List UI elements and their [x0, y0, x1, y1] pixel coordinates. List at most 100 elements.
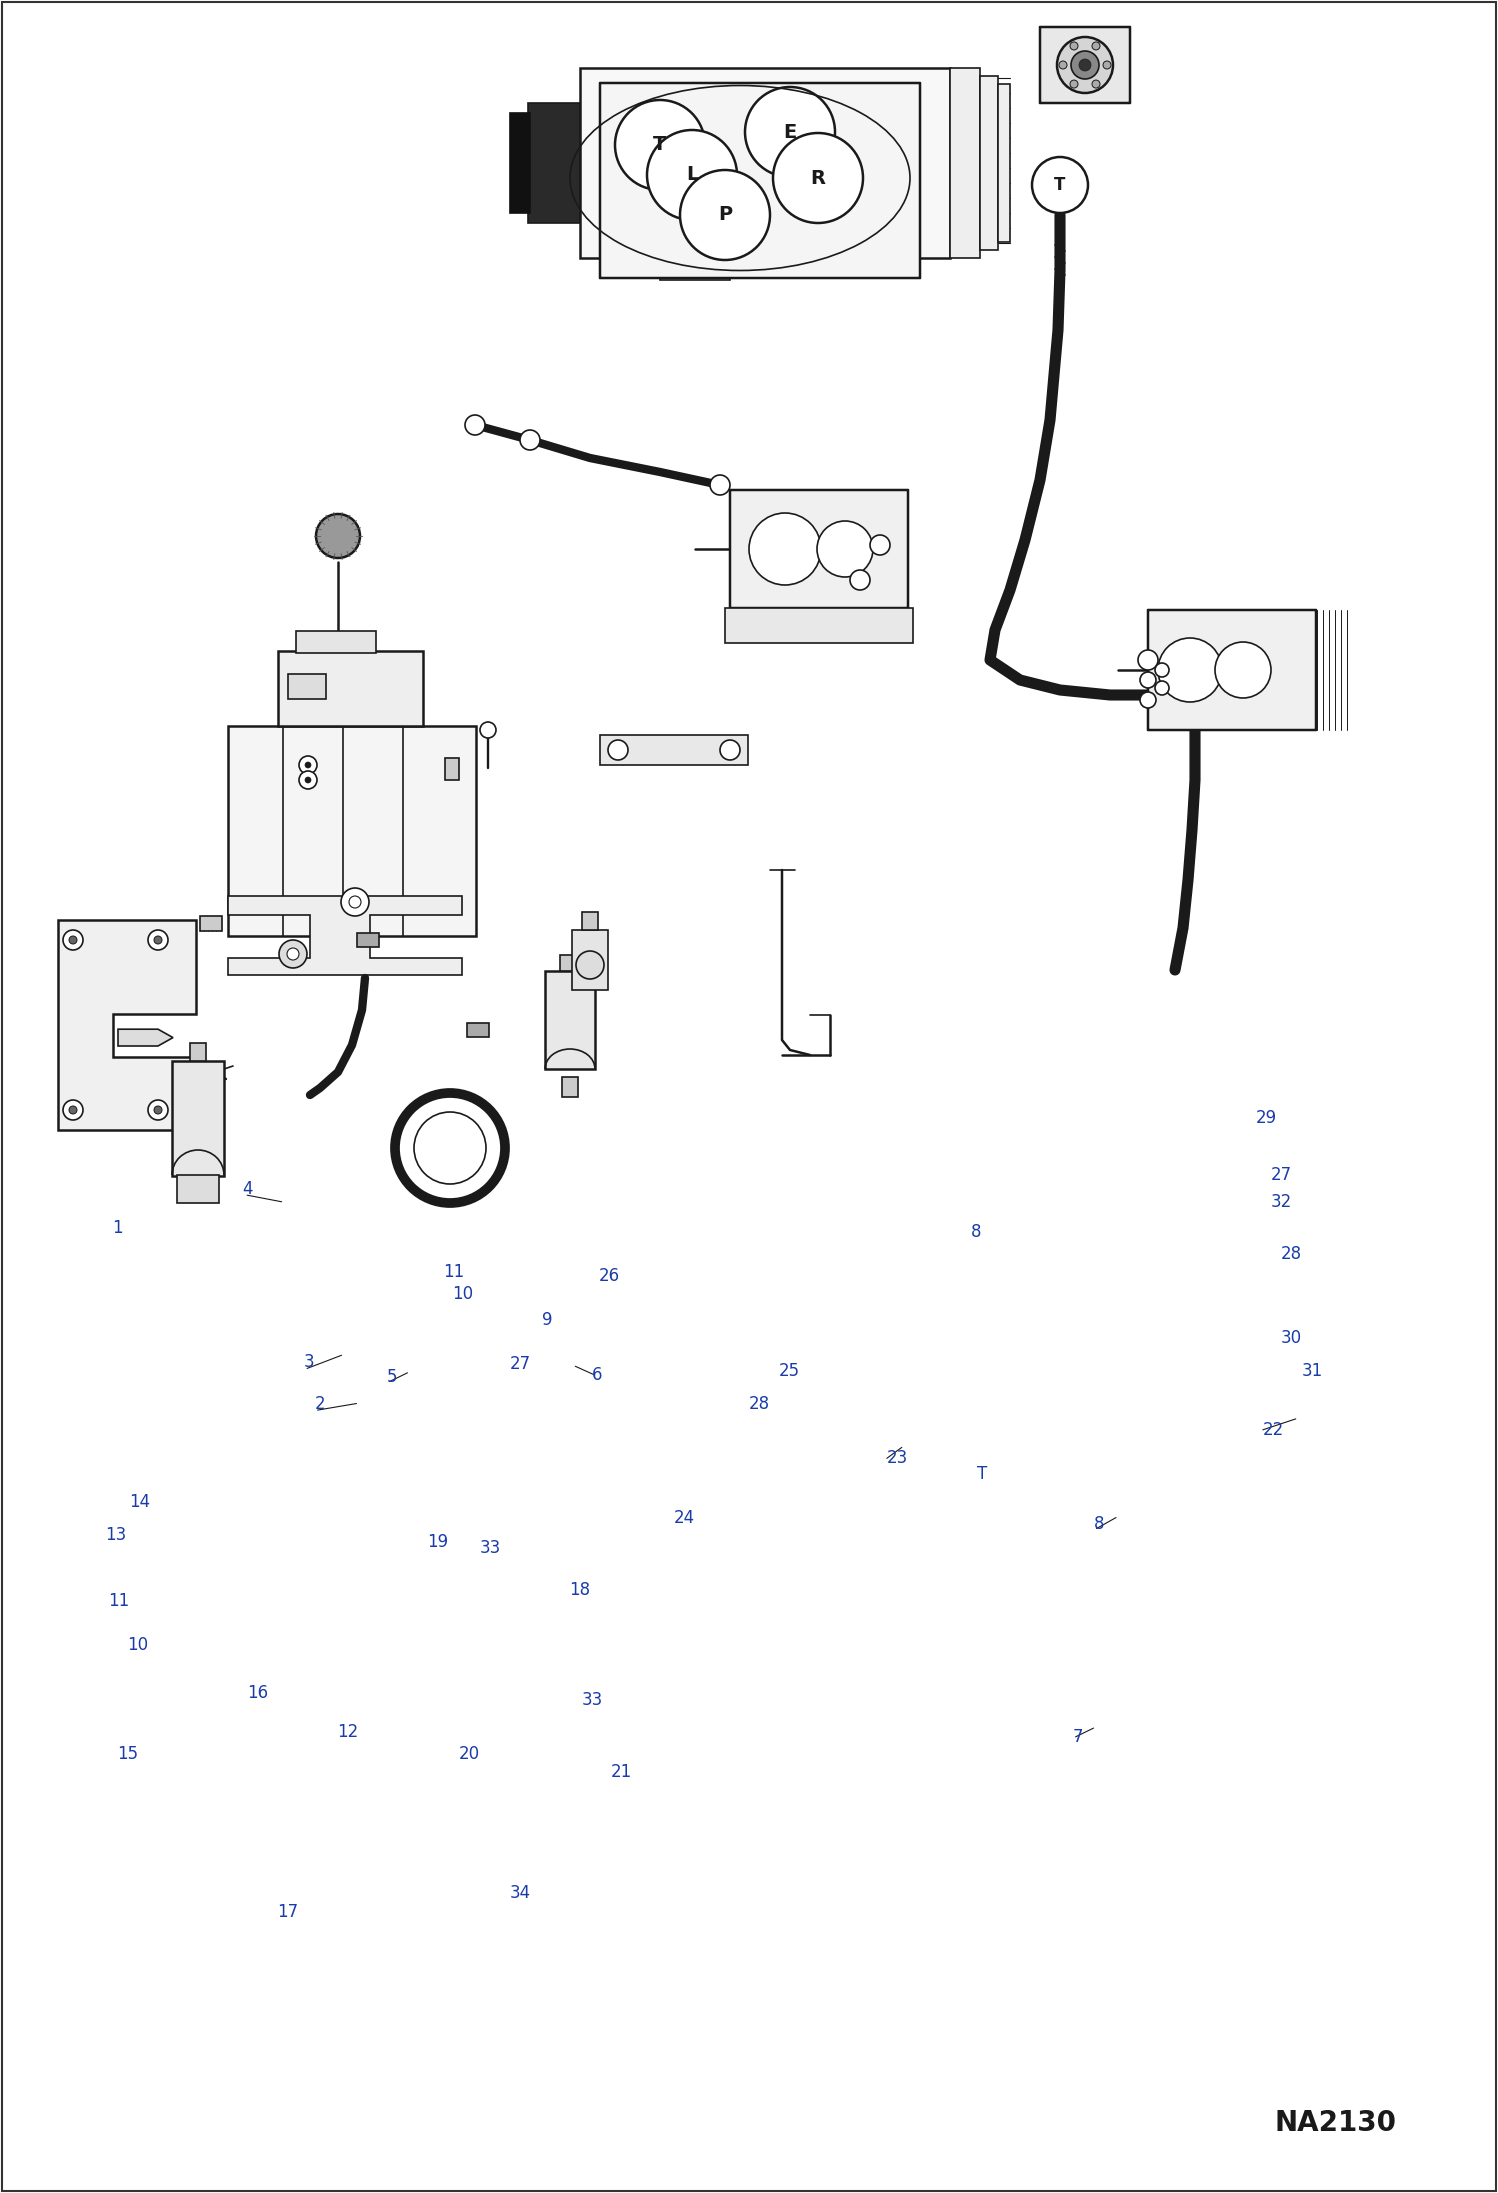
Circle shape [870, 535, 890, 555]
Text: 10: 10 [127, 1636, 148, 1654]
Circle shape [1059, 61, 1067, 68]
Text: 32: 32 [1270, 1193, 1291, 1211]
Bar [279, 651, 422, 726]
Text: 8: 8 [971, 1224, 981, 1241]
Text: 28: 28 [749, 1395, 770, 1412]
Circle shape [1155, 682, 1168, 695]
Circle shape [69, 1105, 76, 1114]
Text: 18: 18 [569, 1581, 590, 1599]
Circle shape [316, 513, 360, 557]
Circle shape [63, 930, 82, 950]
Bar [288, 673, 327, 700]
Circle shape [1155, 662, 1168, 678]
Circle shape [306, 761, 312, 768]
Circle shape [1092, 42, 1100, 50]
Circle shape [647, 129, 737, 219]
Bar [998, 83, 1010, 241]
Bar [177, 1175, 219, 1204]
Circle shape [1103, 61, 1112, 68]
Text: 2: 2 [315, 1395, 325, 1412]
Circle shape [745, 88, 834, 178]
FancyBboxPatch shape [730, 489, 908, 607]
Circle shape [1079, 59, 1091, 70]
Text: 13: 13 [105, 1526, 126, 1544]
Circle shape [342, 888, 369, 917]
Polygon shape [228, 897, 461, 976]
Text: 26: 26 [599, 1268, 620, 1285]
Circle shape [279, 941, 307, 967]
Bar [297, 632, 376, 654]
Text: T: T [653, 136, 667, 154]
Circle shape [1092, 81, 1100, 88]
Circle shape [1071, 50, 1100, 79]
Text: NA2130: NA2130 [1275, 2110, 1396, 2136]
Text: 6: 6 [592, 1366, 602, 1384]
Circle shape [63, 1101, 82, 1121]
Text: 25: 25 [779, 1362, 800, 1379]
Bar [580, 68, 950, 259]
Circle shape [148, 930, 168, 950]
Text: 4: 4 [243, 1180, 253, 1197]
Text: E: E [783, 123, 797, 143]
Text: 11: 11 [108, 1592, 129, 1610]
Text: 28: 28 [1281, 1246, 1302, 1263]
Bar [583, 912, 598, 930]
Text: 22: 22 [1263, 1421, 1284, 1439]
Bar [950, 68, 980, 259]
Circle shape [154, 936, 162, 943]
Bar [545, 971, 595, 1068]
Circle shape [849, 570, 870, 590]
Text: 27: 27 [1270, 1167, 1291, 1184]
Text: 23: 23 [887, 1450, 908, 1467]
Text: 8: 8 [1094, 1515, 1104, 1533]
Bar [172, 1061, 225, 1175]
Text: 29: 29 [1255, 1110, 1276, 1127]
Circle shape [479, 721, 496, 739]
Circle shape [680, 171, 770, 261]
Circle shape [1070, 81, 1079, 88]
Text: 5: 5 [386, 1368, 397, 1386]
Circle shape [608, 739, 628, 761]
Text: 24: 24 [674, 1509, 695, 1526]
Circle shape [1032, 158, 1088, 213]
Circle shape [577, 952, 604, 978]
Circle shape [1138, 649, 1158, 671]
Text: 9: 9 [542, 1311, 553, 1329]
Circle shape [349, 897, 361, 908]
Text: 19: 19 [427, 1533, 448, 1550]
Bar [562, 1077, 578, 1096]
Circle shape [1215, 643, 1270, 697]
Circle shape [1140, 671, 1156, 689]
Circle shape [616, 101, 706, 191]
Circle shape [413, 1112, 485, 1184]
Circle shape [148, 1101, 168, 1121]
Text: 30: 30 [1281, 1329, 1302, 1347]
Circle shape [69, 936, 76, 943]
Bar [445, 759, 458, 781]
Text: 14: 14 [129, 1493, 150, 1511]
FancyBboxPatch shape [1147, 610, 1317, 730]
Circle shape [1070, 42, 1079, 50]
Circle shape [816, 522, 873, 577]
Circle shape [395, 1092, 505, 1204]
Text: 10: 10 [452, 1285, 473, 1303]
Bar [560, 954, 580, 971]
Text: P: P [718, 206, 733, 224]
Circle shape [1158, 638, 1222, 702]
Text: R: R [810, 169, 825, 186]
Bar [980, 77, 998, 250]
Text: 15: 15 [117, 1746, 138, 1763]
Text: 17: 17 [277, 1904, 298, 1921]
Bar [467, 1022, 488, 1037]
Text: 16: 16 [247, 1684, 268, 1702]
Text: 1: 1 [112, 1219, 123, 1237]
Circle shape [773, 134, 863, 224]
Text: 12: 12 [337, 1724, 358, 1741]
Polygon shape [58, 921, 196, 1129]
Text: 27: 27 [509, 1355, 530, 1373]
Bar [201, 917, 222, 932]
Bar [190, 1044, 207, 1061]
Circle shape [306, 776, 312, 783]
Text: 11: 11 [443, 1263, 464, 1281]
Bar [509, 114, 530, 213]
